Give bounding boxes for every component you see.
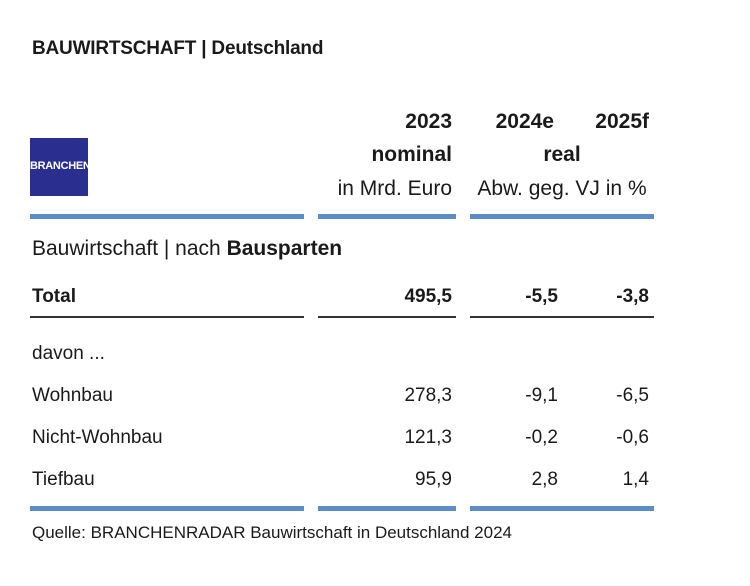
- total-2024: -5,5: [525, 286, 558, 307]
- header-year-2024: 2024e: [495, 110, 554, 133]
- header-type-nominal: nominal: [371, 143, 452, 166]
- row-2025: -0,6: [616, 427, 649, 448]
- logo-text-part2: RADAR: [90, 160, 130, 172]
- footer-bar-group: [470, 506, 654, 511]
- row-2024: 2,8: [531, 469, 558, 490]
- row-label: Wohnbau: [32, 385, 113, 406]
- davon-label: davon ...: [32, 343, 105, 364]
- total-rule-col1: [318, 316, 456, 318]
- total-label: Total: [32, 286, 76, 307]
- row-2024: -9,1: [525, 385, 558, 406]
- section-title-prefix: Bauwirtschaft | nach: [32, 237, 227, 260]
- section-title-bold: Bausparten: [226, 237, 343, 260]
- row-label: Tiefbau: [32, 469, 95, 490]
- footer-bar-label: [30, 506, 304, 511]
- header-type-real: real: [543, 143, 581, 166]
- header-unit-col1: in Mrd. Euro: [337, 177, 452, 200]
- row-2023: 95,9: [415, 469, 452, 490]
- row-2025: 1,4: [622, 469, 649, 490]
- total-2023: 495,5: [404, 286, 452, 307]
- header-year-2025: 2025f: [595, 110, 649, 133]
- row-2023: 121,3: [404, 427, 452, 448]
- header-unit-group: Abw. geg. VJ in %: [477, 177, 647, 200]
- total-2025: -3,8: [616, 286, 649, 307]
- page-title: BAUWIRTSCHAFT | Deutschland: [32, 38, 324, 59]
- row-2024: -0,2: [525, 427, 558, 448]
- header-bar-col1: [318, 214, 456, 219]
- row-2025: -6,5: [616, 385, 649, 406]
- footer-bar-col1: [318, 506, 456, 511]
- total-rule-group: [470, 316, 654, 318]
- header-bar-label: [30, 214, 304, 219]
- branchenradar-logo: BRANCHENRADAR: [30, 138, 129, 196]
- logo-text-part1: BRANCHEN: [30, 160, 91, 172]
- section-title: Bauwirtschaft | nach Bausparten: [32, 237, 342, 261]
- row-2023: 278,3: [404, 385, 452, 406]
- row-label: Nicht-Wohnbau: [32, 427, 163, 448]
- source-note: Quelle: BRANCHENRADAR Bauwirtschaft in D…: [32, 523, 512, 542]
- total-rule-label: [30, 316, 304, 318]
- header-bar-group: [470, 214, 654, 219]
- header-year-2023: 2023: [405, 110, 452, 133]
